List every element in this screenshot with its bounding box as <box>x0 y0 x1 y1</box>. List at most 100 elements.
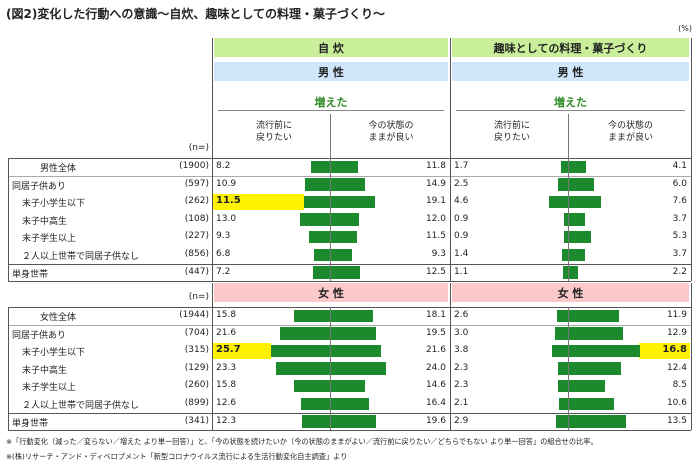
value-hobby-right: 12.4 <box>666 362 687 373</box>
vline-mid-1 <box>212 283 213 431</box>
footnote-1: ※「行動変化（減った／変らない／増えた より単一回答）」と、「今の状態を続けたい… <box>6 437 598 446</box>
row-n: (704) <box>184 327 209 338</box>
bar-hobby-left <box>548 195 568 209</box>
value-cook-left: 21.6 <box>216 327 237 338</box>
bar-cook-right <box>331 344 381 358</box>
value-hobby-right: 12.9 <box>666 327 687 338</box>
value-cook-right: 9.3 <box>431 249 446 259</box>
row-n: (1900) <box>179 161 209 171</box>
value-cook-left: 11.5 <box>216 195 241 207</box>
value-hobby-right: 6.0 <box>672 178 687 189</box>
row-n: (129) <box>184 362 209 373</box>
bar-hobby-left <box>555 327 568 340</box>
row-label: 同居子供あり <box>12 181 67 192</box>
value-cook-left: 13.0 <box>216 213 237 224</box>
group-header-1-hobby: 女 性 <box>452 283 689 302</box>
vline-right-0 <box>691 38 692 282</box>
value-hobby-left: 3.8 <box>454 345 469 356</box>
bar-cook-left <box>270 344 330 358</box>
bar-hobby-left <box>560 160 568 174</box>
row-n: (597) <box>184 178 209 189</box>
value-hobby-right: 5.3 <box>672 231 687 242</box>
value-cook-left: 6.8 <box>216 249 231 259</box>
value-hobby-left: 1.4 <box>454 249 469 259</box>
value-hobby-left: 1.1 <box>454 266 469 277</box>
value-cook-left: 15.8 <box>216 380 237 391</box>
center-axis-1-cook <box>330 307 331 431</box>
bar-hobby-right <box>569 327 624 340</box>
row-n: (341) <box>184 415 209 426</box>
value-cook-left: 8.2 <box>216 161 231 171</box>
bar-hobby-right <box>569 230 592 244</box>
bar-hobby-left <box>557 309 568 323</box>
value-cook-right: 21.6 <box>425 345 446 356</box>
bar-hobby-right <box>569 160 587 174</box>
bar-hobby-right <box>569 397 614 411</box>
value-hobby-left: 2.3 <box>454 362 469 373</box>
value-hobby-right: 16.8 <box>662 344 687 356</box>
bar-hobby-right <box>569 309 619 323</box>
value-hobby-right: 10.6 <box>666 398 687 408</box>
row-n: (899) <box>184 398 209 408</box>
bar-cook-right <box>331 178 366 191</box>
value-hobby-left: 3.0 <box>454 327 469 338</box>
bar-cook-left <box>308 230 330 244</box>
bar-hobby-right <box>569 213 585 226</box>
vline-mid-0 <box>212 38 213 282</box>
value-cook-right: 12.5 <box>425 266 446 277</box>
bar-cook-right <box>331 397 369 411</box>
bar-cook-right <box>331 230 358 244</box>
value-hobby-left: 1.7 <box>454 161 469 171</box>
value-cook-right: 12.0 <box>425 213 446 224</box>
bar-hobby-right <box>569 195 601 209</box>
bar-hobby-right <box>569 248 585 262</box>
vline-panel-0 <box>450 38 451 282</box>
value-cook-right: 19.6 <box>425 415 446 426</box>
bar-hobby-right <box>569 344 640 358</box>
bar-cook-right <box>331 213 359 226</box>
row-label: 末子小学生以下 <box>22 199 86 210</box>
value-cook-left: 15.8 <box>216 310 237 320</box>
row-label: 末子小学生以下 <box>22 348 86 359</box>
row-n: (227) <box>184 231 209 242</box>
bar-cook-left <box>313 266 330 279</box>
bar-hobby-left <box>564 230 568 244</box>
panel-header-cook: 自 炊 <box>214 38 448 57</box>
row-n: (1944) <box>179 310 209 320</box>
increased-label-cook: 増えた <box>314 96 348 109</box>
sep-line-top-1 <box>8 324 691 326</box>
value-hobby-right: 4.1 <box>672 161 687 171</box>
highlight-box <box>638 343 690 359</box>
value-cook-left: 25.7 <box>216 344 241 356</box>
table-top-1 <box>8 307 691 308</box>
bar-hobby-left <box>555 415 568 428</box>
header-underline-hobby <box>456 110 685 111</box>
vline-left-0 <box>8 158 9 282</box>
row-label: 末子学生以上 <box>22 234 77 245</box>
bar-cook-left <box>311 160 330 174</box>
subhead-right-cook: 今の状態の ままが良い <box>368 121 414 143</box>
center-axis-0-cook <box>330 114 331 282</box>
subhead-left-cook: 流行前に 戻りたい <box>255 121 292 143</box>
value-cook-right: 14.6 <box>425 380 446 391</box>
center-axis-0-hobby <box>568 114 569 282</box>
value-hobby-right: 11.9 <box>666 310 687 320</box>
value-hobby-right: 8.5 <box>672 380 687 391</box>
bar-cook-right <box>331 266 360 279</box>
row-label: 同居子供あり <box>12 330 67 341</box>
value-hobby-left: 2.9 <box>454 415 469 426</box>
value-cook-right: 11.5 <box>425 231 446 242</box>
value-cook-left: 12.3 <box>216 415 237 426</box>
highlight-box <box>213 343 271 359</box>
value-hobby-left: 0.9 <box>454 213 469 224</box>
value-cook-left: 23.3 <box>216 362 237 373</box>
bar-cook-right <box>331 309 373 323</box>
row-label: 男性全体 <box>40 164 77 174</box>
row-n: (262) <box>184 196 209 207</box>
bar-hobby-left <box>563 266 568 279</box>
bar-cook-left <box>300 213 330 226</box>
value-cook-right: 18.1 <box>425 310 446 320</box>
footnote-2: ※(株)リサーチ・アンド・ディベロプメント「新型コロナウイルス流行による生活行動… <box>6 452 348 461</box>
panel-header-hobby: 趣味としての料理・菓子づくり <box>452 38 689 57</box>
table-bottom-1 <box>8 430 691 432</box>
